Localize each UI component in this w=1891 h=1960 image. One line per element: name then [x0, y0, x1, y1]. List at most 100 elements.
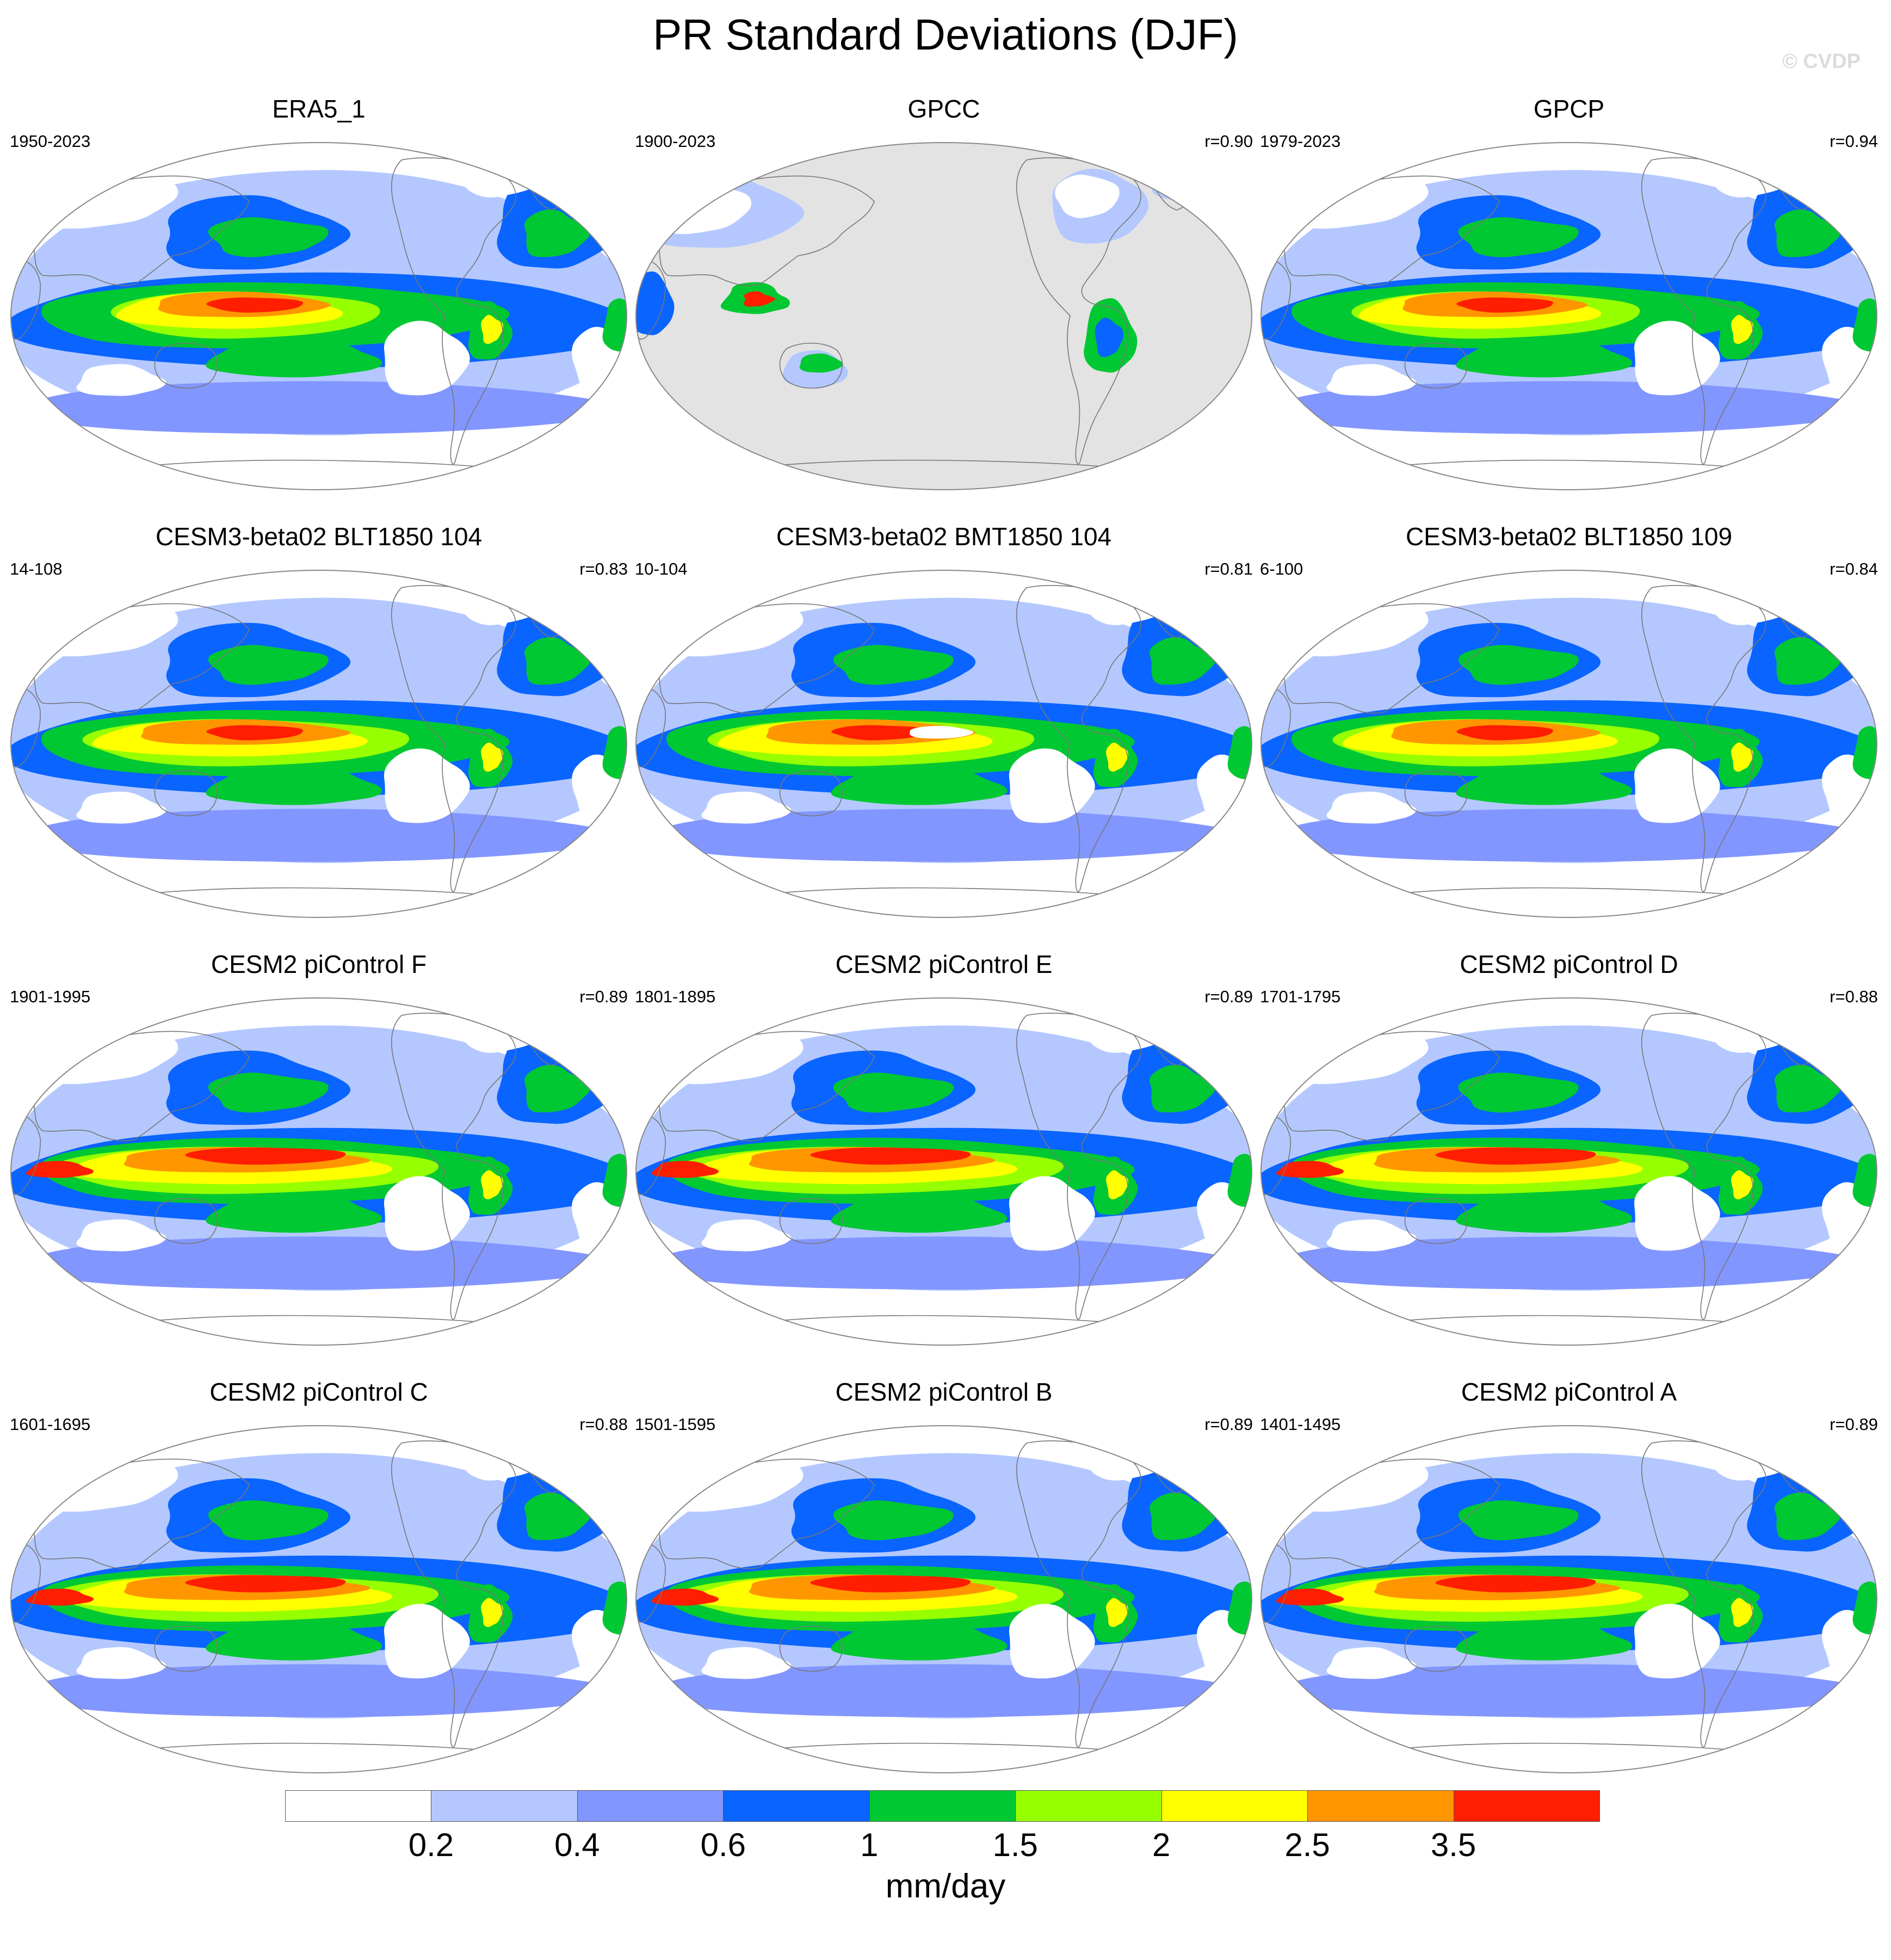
colorbar-tick-label: 0.2 [408, 1827, 454, 1863]
south-indian-dry-zone [701, 1647, 792, 1679]
africa-convection [602, 1581, 627, 1635]
amazon-convection-core [1731, 1170, 1753, 1200]
panel-title: GPCC [907, 95, 980, 123]
panel-title: CESM2 piControl E [835, 950, 1053, 978]
coastline-americas [1641, 157, 1766, 465]
colorbar-tick-label: 2.5 [1284, 1827, 1330, 1863]
colorbar-swatch [1015, 1790, 1162, 1822]
coastline-americas [1016, 157, 1141, 465]
coastline-americas [1641, 585, 1766, 892]
coastline-eurasia [29, 175, 250, 286]
world-map [10, 1425, 627, 1773]
panel-correlation-label: r=0.88 [579, 1415, 628, 1434]
tropical-peak-3.5 [810, 1575, 971, 1593]
coastline-americas [391, 585, 516, 892]
south-indian-dry-zone [1326, 363, 1417, 396]
south-pacific-convergence-zone [1456, 767, 1633, 805]
north-atlantic-storm-track-core [1774, 1065, 1840, 1113]
southern-ocean-band [1278, 1664, 1874, 1717]
amazon-convection-core [481, 315, 503, 344]
southern-ocean-band [1278, 1236, 1874, 1290]
coastline-eurasia [654, 1458, 875, 1569]
panel-correlation-label: r=0.84 [1830, 559, 1878, 578]
land-precip-amazon [1095, 317, 1123, 358]
colorbar-swatch [577, 1790, 724, 1822]
coastline-australia [779, 770, 843, 817]
panel-correlation-label: r=0.83 [579, 559, 628, 578]
coastline-americas [391, 1013, 516, 1320]
north-atlantic-storm-track-core [1149, 1493, 1215, 1540]
coastline-australia [779, 1198, 843, 1244]
land-precip-greenland [1152, 168, 1207, 201]
southern-ocean-band [28, 1236, 623, 1290]
south-pacific-convergence-zone [831, 767, 1008, 805]
map-outline [10, 1425, 627, 1773]
map-outline [635, 1425, 1252, 1773]
panel-period-label: 1801-1895 [635, 987, 716, 1006]
colorbar [285, 1790, 1600, 1822]
africa-convection [1852, 726, 1877, 779]
panel-correlation-label: r=0.89 [579, 987, 628, 1006]
coastline-australia [1404, 342, 1468, 389]
southern-ocean-band [28, 381, 623, 434]
map-outline [10, 570, 627, 918]
colorbar-swatch [431, 1790, 578, 1822]
coastline-americas [1016, 1013, 1141, 1320]
africa-convection [1227, 1154, 1252, 1207]
north-atlantic-storm-track-core [524, 1493, 590, 1540]
panel-period-label: 1501-1595 [635, 1415, 716, 1434]
south-pacific-convergence-zone [206, 1622, 382, 1661]
amazon-convection-core [481, 742, 503, 772]
world-map [10, 142, 627, 490]
south-pacific-convergence-zone [831, 1622, 1008, 1661]
map-panel: CESM2 piControl D 1701-1795 r=0.88 [1260, 949, 1878, 1346]
south-indian-dry-zone [1326, 1219, 1417, 1252]
coastline-americas [391, 1440, 516, 1748]
colorbar-unit-label: mm/day [885, 1867, 1006, 1905]
north-pacific-storm-track-core [833, 1500, 954, 1540]
coastline-eurasia [1280, 1031, 1500, 1142]
panel-correlation-label: r=0.89 [1204, 987, 1253, 1006]
tropical-peak-3.5 [185, 1147, 346, 1165]
panel-period-label: 14-108 [10, 559, 63, 578]
coastline-americas [391, 157, 516, 465]
map-panel: CESM2 piControl C 1601-1695 r=0.88 [10, 1377, 628, 1774]
africa-convection [602, 726, 627, 779]
coastline-eurasia [29, 1458, 250, 1569]
south-pacific-convergence-zone [1456, 1622, 1633, 1661]
colorbar-swatch [869, 1790, 1016, 1822]
map-outline [635, 142, 1252, 490]
south-indian-dry-zone [1326, 791, 1417, 824]
map-outline [1260, 570, 1877, 918]
north-pacific-storm-track-core [833, 645, 954, 685]
tropical-peak-3.5 [206, 725, 304, 741]
tropical-peak-3.5 [1456, 297, 1554, 313]
coastline-eurasia [1280, 603, 1500, 714]
southern-ocean-band [653, 1664, 1249, 1717]
panel-period-label: 1950-2023 [10, 132, 91, 151]
coastline-eurasia [1280, 1458, 1500, 1569]
north-atlantic-storm-track-core [524, 637, 590, 685]
coastline-americas [1641, 1013, 1766, 1320]
colorbar-swatch [1307, 1790, 1454, 1822]
map-outline [10, 142, 627, 490]
amazon-convection-core [481, 1170, 503, 1200]
africa-convection [1852, 298, 1877, 352]
south-pacific-convergence-zone [1456, 339, 1633, 378]
north-atlantic-storm-track-core [1774, 1493, 1840, 1540]
map-outline [635, 570, 1252, 918]
map-panel: CESM2 piControl B 1501-1595 r=0.89 [635, 1377, 1253, 1774]
colorbar-swatch [1453, 1790, 1600, 1822]
panel-title: CESM2 piControl D [1460, 950, 1678, 978]
panel-period-label: 1601-1695 [10, 1415, 91, 1434]
south-indian-dry-zone [76, 1219, 166, 1252]
north-pacific-storm-track-core [1458, 645, 1579, 685]
panel-title: ERA5_1 [272, 95, 366, 123]
map-panel: ERA5_1 1950-2023 [10, 94, 628, 491]
amazon-convection-core [1731, 742, 1753, 772]
coastline-americas [1641, 1440, 1766, 1748]
world-map [635, 997, 1252, 1346]
panel-title: GPCP [1533, 95, 1605, 123]
amazon-convection-core [1731, 315, 1753, 344]
coastline-eurasia [654, 1031, 875, 1142]
